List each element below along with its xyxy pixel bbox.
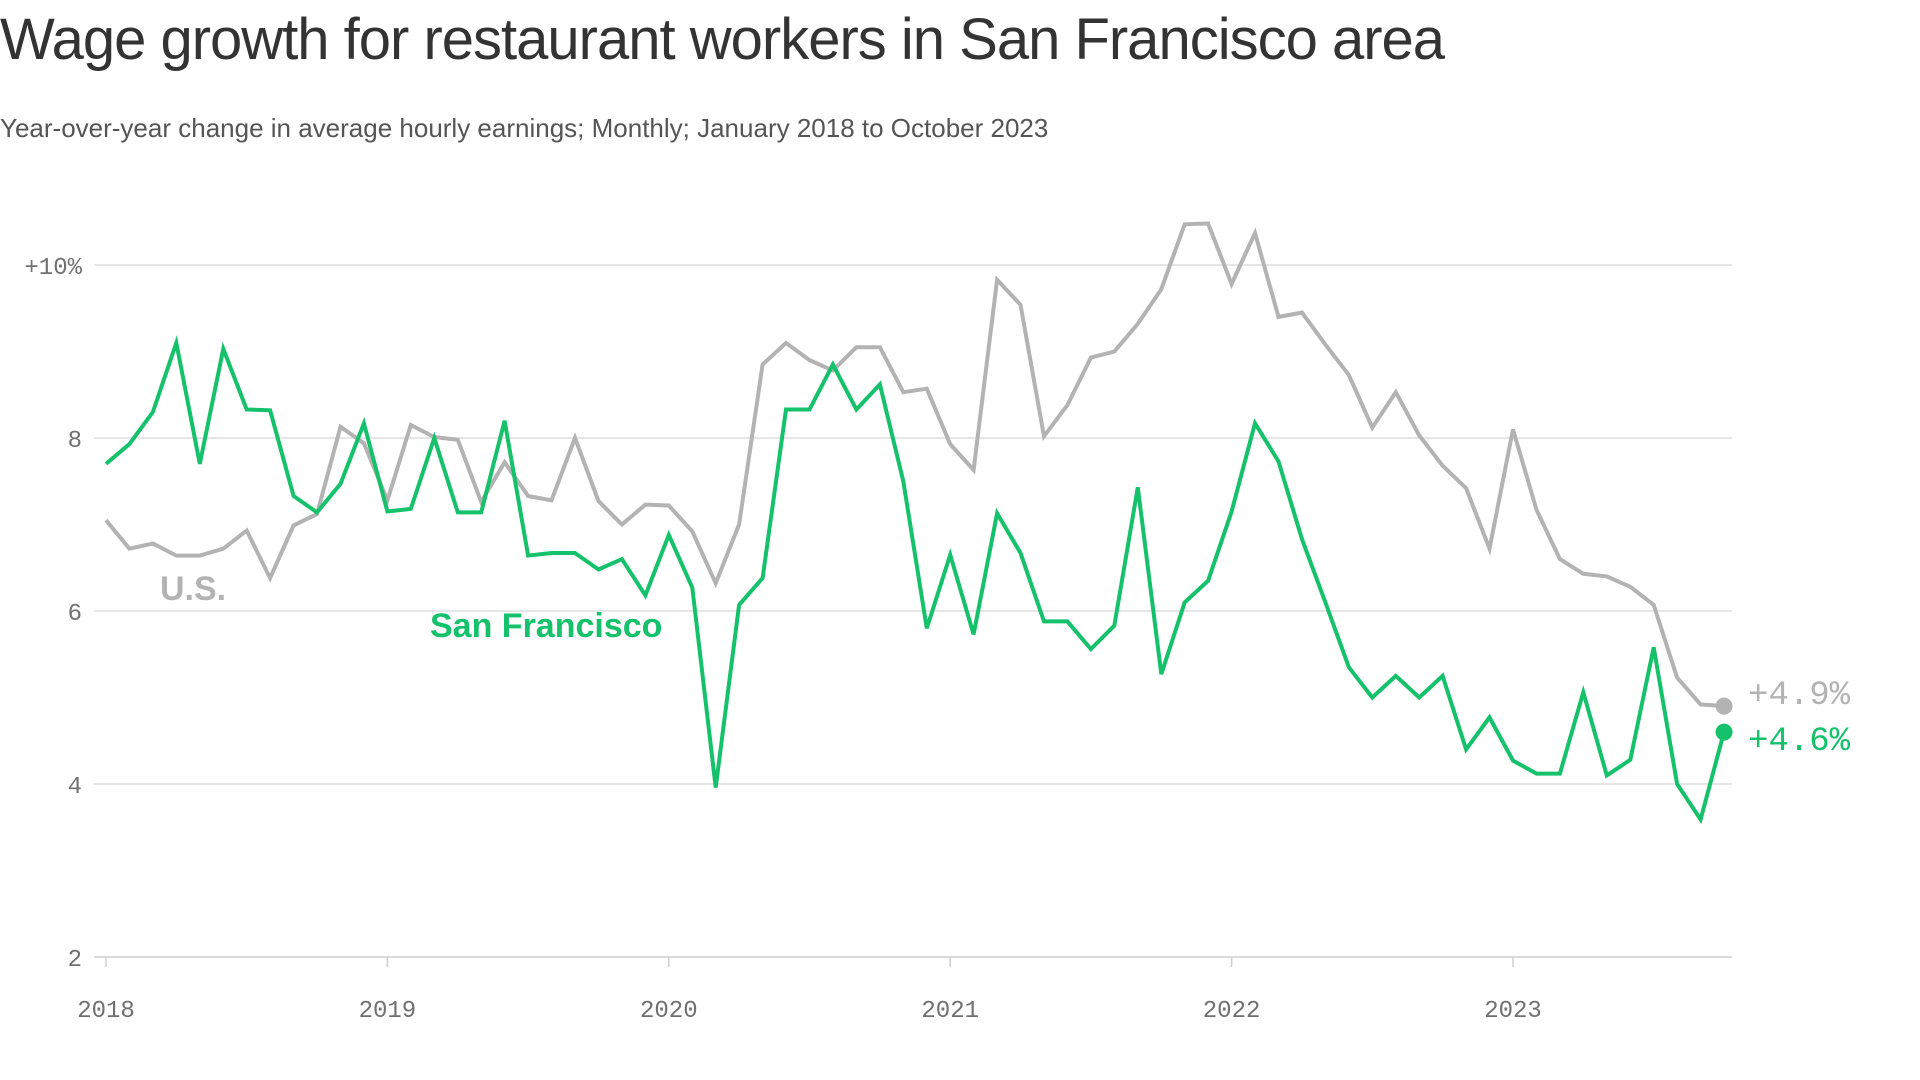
us-end-dot	[1715, 697, 1733, 715]
x-tick-label: 2021	[921, 998, 979, 1025]
x-tick-label: 2018	[77, 998, 135, 1025]
sf-series-line	[104, 335, 1726, 825]
sf-series-label: San Francisco	[430, 607, 662, 645]
grid-lines	[94, 264, 1732, 958]
series-labels: U.S. San Francisco +4.9% +4.6%	[160, 570, 1851, 761]
sf-end-value-label: +4.6%	[1748, 723, 1851, 761]
y-tick-label: 4	[68, 774, 82, 801]
x-tick-label: 2023	[1484, 998, 1542, 1025]
sf-end-dot	[1715, 723, 1733, 741]
chart-subtitle: Year-over-year change in average hourly …	[0, 113, 1049, 143]
y-tick-label: 2	[68, 947, 82, 974]
y-tick-label: 8	[68, 428, 82, 455]
series-lines	[104, 221, 1726, 825]
y-tick-label: 6	[68, 601, 82, 628]
axes: 2 4 6 8 +10% 2018 2019 2020 2021 2022 2023	[24, 255, 1541, 1025]
y-tick-label: +10%	[24, 255, 82, 282]
chart-title: Wage growth for restaurant workers in Sa…	[0, 7, 1445, 72]
us-end-value-label: +4.9%	[1748, 677, 1851, 715]
us-series-label: U.S.	[160, 570, 226, 608]
x-tick-label: 2019	[359, 998, 417, 1025]
x-tick-label: 2020	[640, 998, 698, 1025]
x-tick-label: 2022	[1203, 998, 1261, 1025]
